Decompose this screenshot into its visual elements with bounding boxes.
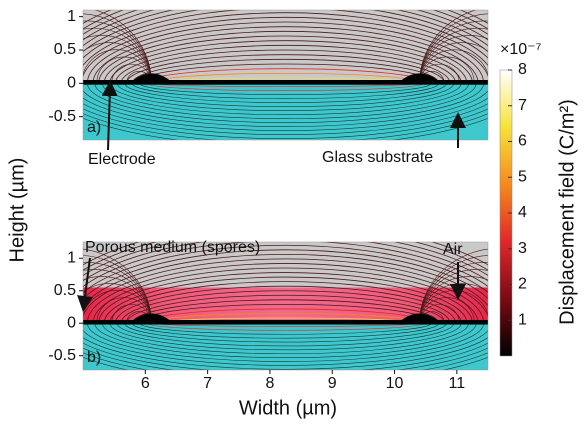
panel-label: b) bbox=[87, 349, 101, 366]
colorbar-tick-label: 4 bbox=[518, 204, 527, 221]
annotation: Porous medium (spores) bbox=[85, 239, 260, 256]
colorbar-tick-label: 3 bbox=[518, 240, 527, 257]
y-axis-label: Height (µm) bbox=[6, 158, 28, 263]
colorbar-exponent: ×10⁻⁷ bbox=[500, 41, 542, 58]
x-tick-label: 7 bbox=[203, 375, 212, 392]
y-tick-label: 0.5 bbox=[54, 282, 76, 299]
figure: Height (µm) Width (µm) Displacement fiel… bbox=[0, 0, 585, 424]
annotation: Electrode bbox=[88, 151, 156, 168]
colorbar-tick-label: 7 bbox=[518, 97, 527, 114]
y-tick-label: 0 bbox=[67, 314, 76, 331]
x-tick-label: 11 bbox=[449, 375, 466, 392]
y-tick-label: 0.5 bbox=[54, 41, 76, 58]
y-tick-label: 1 bbox=[67, 249, 76, 266]
panel-label: a) bbox=[87, 119, 101, 136]
colorbar-tick-label: 8 bbox=[518, 61, 527, 78]
colorbar-tick-label: 5 bbox=[518, 168, 527, 185]
x-tick-label: 6 bbox=[141, 375, 150, 392]
y-tick-label: 1 bbox=[67, 8, 76, 25]
colorbar-tick-label: 2 bbox=[518, 276, 527, 293]
x-tick-label: 8 bbox=[265, 375, 274, 392]
substrate-region bbox=[83, 83, 488, 140]
y-tick-label: -0.5 bbox=[48, 347, 76, 364]
x-axis-label: Width (µm) bbox=[239, 397, 337, 419]
x-tick-label: 9 bbox=[328, 375, 337, 392]
y-tick-label: -0.5 bbox=[48, 108, 76, 125]
colorbar-tick-label: 1 bbox=[518, 311, 527, 328]
x-tick-label: 10 bbox=[386, 375, 404, 392]
colorbar-tick-label: 6 bbox=[518, 133, 527, 150]
colorbar-label: Displacement field (C/m²) bbox=[556, 99, 578, 325]
annotation: Glass substrate bbox=[322, 149, 433, 166]
y-tick-label: 0 bbox=[67, 75, 76, 92]
annotation: Air bbox=[443, 241, 463, 258]
